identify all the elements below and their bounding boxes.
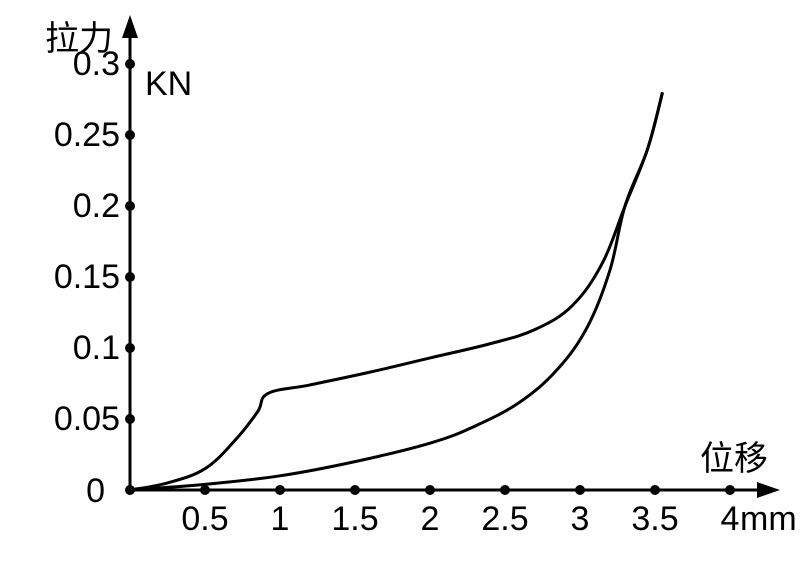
y-tick-dot	[125, 343, 135, 353]
chart-svg: 拉力 KN 0 0.05 0.1 0.15 0.2 0.25 0.3 位移 mm…	[0, 0, 800, 572]
x-tick-dot	[575, 485, 585, 495]
force-displacement-chart: 拉力 KN 0 0.05 0.1 0.15 0.2 0.25 0.3 位移 mm…	[0, 0, 800, 572]
x-tick-label: 3	[571, 500, 590, 538]
x-tick-dot	[350, 485, 360, 495]
x-axis-label: 位移	[700, 440, 768, 478]
y-axis-arrow	[122, 15, 138, 38]
y-tick-dot	[125, 272, 135, 282]
y-tick-dot	[125, 414, 135, 424]
y-axis-unit: KN	[145, 65, 192, 103]
x-tick-dot	[725, 485, 735, 495]
x-tick-label: 4	[721, 500, 740, 538]
y-tick-dot	[125, 59, 135, 69]
y-tick-label: 0.2	[73, 187, 120, 225]
y-tick-label: 0.05	[54, 400, 120, 438]
x-tick-label: 1	[271, 500, 290, 538]
x-tick-dot	[275, 485, 285, 495]
y-tick-dot	[125, 130, 135, 140]
x-axis-arrow	[757, 482, 780, 498]
x-tick-label: 2.5	[481, 500, 528, 538]
y-tick-label: 0.15	[54, 258, 120, 296]
x-tick-dot	[200, 485, 210, 495]
y-tick-label: 0	[86, 472, 105, 510]
x-tick-label: 3.5	[631, 500, 678, 538]
x-axis-unit: mm	[740, 500, 797, 538]
x-tick-dot	[500, 485, 510, 495]
y-tick-label: 0.3	[73, 45, 120, 83]
x-tick-dot	[425, 485, 435, 495]
x-tick-label: 1.5	[331, 500, 378, 538]
y-tick-label: 0.25	[54, 116, 120, 154]
x-tick-dot	[650, 485, 660, 495]
x-tick-label: 2	[421, 500, 440, 538]
x-tick-label: 0.5	[181, 500, 228, 538]
y-tick-dot	[125, 201, 135, 211]
lower-hysteresis-curve	[130, 92, 663, 490]
y-tick-label: 0.1	[73, 329, 120, 367]
upper-hysteresis-curve	[130, 92, 663, 490]
